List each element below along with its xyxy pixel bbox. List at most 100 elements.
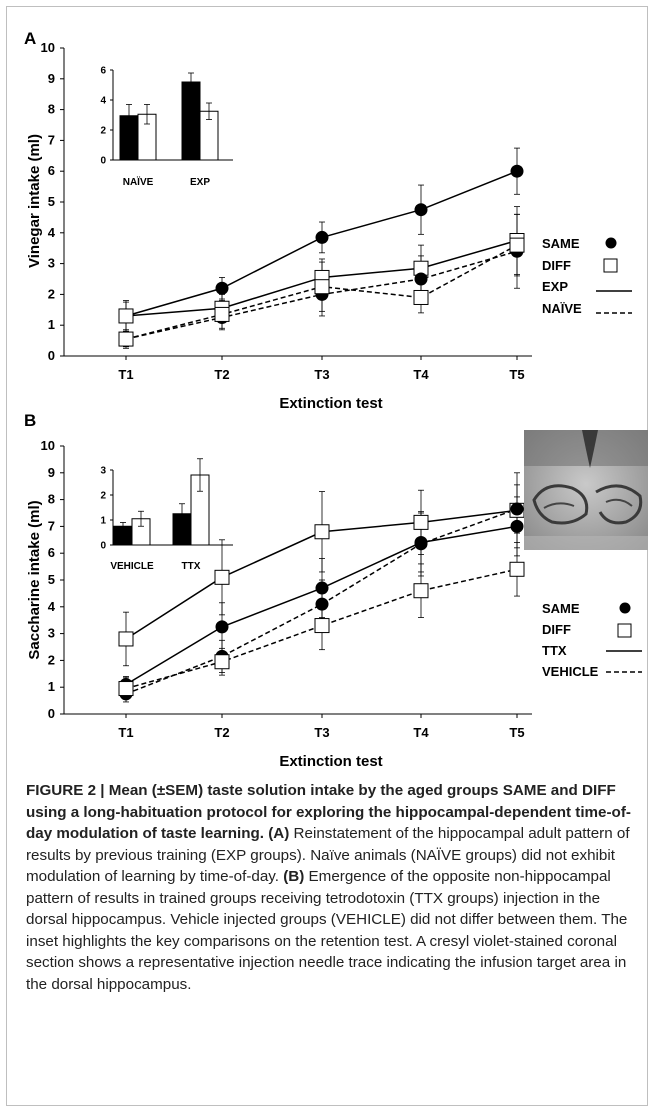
y-tick-label: 9 [48,465,55,480]
y-tick-label: 0 [48,348,55,363]
series-line-diff-vehicle [125,568,518,690]
inset-y-tick-label: 6 [100,66,106,77]
y-tick-label: 3 [48,626,55,641]
data-point-diff [509,237,525,253]
inset-bar-same [181,81,201,161]
y-tick-label: 1 [48,679,55,694]
y-tick-label: 10 [41,40,55,55]
inset-y-tick-label: 1 [100,516,106,527]
y-tick-label: 10 [41,438,55,453]
y-tick-label: 9 [48,71,55,86]
inset-category-label: VEHICLE [110,561,154,572]
legend-b-same-marker [619,602,631,614]
legend-a-exp-label: EXP [542,279,568,294]
legend-b-vehicle-label: VEHICLE [542,664,599,679]
data-point-same [414,203,428,217]
panel-b-ylabel: Saccharine intake (ml) [26,500,43,659]
x-tick-label: T1 [118,725,133,740]
inset-category-label: TTX [182,561,201,572]
x-tick-label: T5 [509,367,524,382]
inset-y-tick-label: 2 [100,491,106,502]
inset-y-tick-label: 0 [100,156,106,167]
x-tick-label: T4 [413,725,429,740]
y-tick-label: 5 [48,572,55,587]
y-tick-label: 8 [48,492,55,507]
x-tick-label: T4 [413,367,429,382]
data-point-same [315,597,329,611]
caption-a-label: (A) [268,825,290,842]
inset-y-tick-label: 0 [100,541,106,552]
x-tick-label: T3 [314,725,329,740]
caption-title: FIGURE 2 | Mean (±SEM) taste solution in… [26,782,631,842]
data-point-diff [214,654,230,670]
data-point-diff [413,514,429,530]
histology-section-image [524,430,648,550]
data-point-same [215,620,229,634]
y-tick-label: 6 [48,545,55,560]
y-tick-label: 7 [48,518,55,533]
data-point-diff [118,308,134,324]
y-tick-label: 7 [48,132,55,147]
y-tick-label: 5 [48,194,55,209]
panel-b-label: B [24,411,36,430]
panel-a-label: A [24,29,36,48]
y-tick-label: 0 [48,706,55,721]
legend-panel-a: SAME DIFF EXP NAÏVE [542,236,632,316]
x-tick-label: T2 [214,725,229,740]
inset-category-label: NAÏVE [123,175,154,188]
y-tick-label: 4 [48,225,56,240]
data-point-same [315,230,329,244]
data-point-same [414,537,428,551]
inset-bar-chart-b: 0 1 2 3 VEHICLE TTX [100,458,233,572]
data-point-same [510,519,524,533]
y-tick-label: 1 [48,317,55,332]
data-point-diff [509,561,525,577]
inset-y-tick-label: 2 [100,126,106,137]
panel-a-ylabel: Vinegar intake (ml) [26,134,43,268]
legend-b-same-label: SAME [542,601,580,616]
legend-a-naive-label: NAÏVE [542,301,582,316]
x-tick-label: T5 [509,725,524,740]
panel-b-xlabel: Extinction test [279,753,382,770]
inset-y-tick-label: 3 [100,466,106,477]
data-point-same [414,272,428,286]
y-tick-label: 8 [48,102,55,117]
x-tick-label: T3 [314,367,329,382]
data-point-same [510,164,524,178]
x-tick-label: T1 [118,367,133,382]
y-tick-label: 3 [48,256,55,271]
figure-caption: FIGURE 2 | Mean (±SEM) taste solution in… [26,780,632,995]
data-point-diff [118,631,134,647]
data-point-diff [314,524,330,540]
data-point-diff [314,618,330,634]
data-point-diff [413,289,429,305]
x-tick-label: T2 [214,367,229,382]
series-line-same-vehicle [125,508,518,695]
figure-frame [6,6,648,1106]
legend-a-same-marker [605,237,617,249]
legend-b-diff-label: DIFF [542,622,571,637]
legend-b-ttx-label: TTX [542,643,567,658]
data-point-diff [314,279,330,295]
y-tick-label: 2 [48,286,55,301]
y-tick-label: 2 [48,652,55,667]
caption-a-text: Reinstatement of the hippocampal adult p… [26,825,630,885]
legend-a-same-label: SAME [542,236,580,251]
data-point-diff [214,569,230,585]
figure-canvas: A B Vinegar intake (ml) Saccharine intak… [24,29,642,770]
panel-a-xlabel: Extinction test [279,395,382,412]
inset-bar-chart-a: 0 2 4 6 NAÏVE EXP [100,66,233,188]
legend-panel-b: SAME DIFF TTX VEHICLE [542,601,642,679]
plot-panel-a: 0 1 2 3 4 5 6 7 8 9 10 T1 T2 T3 T4 T5 0 2 4 6 NAÏVE EXP [41,40,532,382]
data-point-same [215,281,229,295]
data-point-diff [118,331,134,347]
caption-b-text: Emergence of the opposite non-hippocampa… [26,868,628,993]
legend-b-diff-marker [617,623,632,638]
y-tick-label: 6 [48,163,55,178]
data-point-diff [214,306,230,322]
plot-panel-b: 0 1 2 3 4 5 6 7 8 9 10 T1 T2 T3 T4 T5 0 1 2 3 VEHICLE TTX [41,438,532,740]
data-point-diff [118,681,134,697]
inset-category-label: EXP [190,177,210,188]
y-tick-label: 4 [48,599,56,614]
legend-a-diff-marker [603,258,618,273]
